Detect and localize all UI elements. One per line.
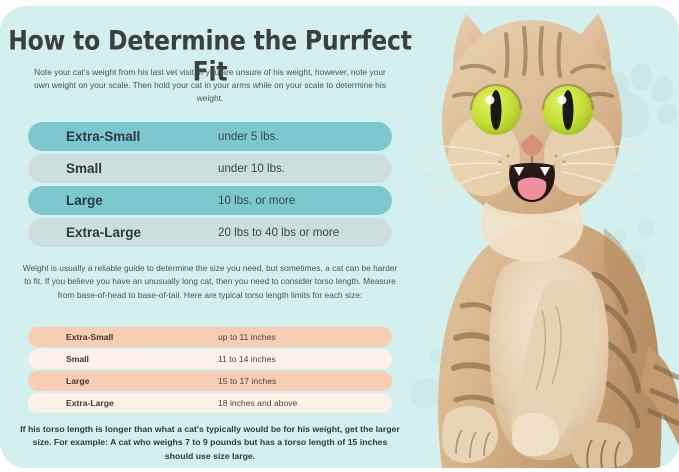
table-row: Large 15 to 17 inches <box>28 371 392 391</box>
weight-size-table: Extra-Small under 5 lbs. Small under 10 … <box>28 122 392 250</box>
mid-paragraph: Weight is usually a reliable guide to de… <box>22 263 398 300</box>
infographic-card: How to Determine the Purrfect Fit Note y… <box>0 6 679 468</box>
size-value: 15 to 17 inches <box>218 376 277 386</box>
table-row: Small under 10 lbs. <box>28 154 392 183</box>
size-value: 20 lbs to 40 lbs or more <box>218 226 340 239</box>
size-label: Extra-Large <box>66 398 114 408</box>
torso-length-table: Extra-Small up to 11 inches Small 11 to … <box>28 327 392 415</box>
table-row: Extra-Large 20 lbs to 40 lbs or more <box>28 218 392 247</box>
size-value: under 10 lbs. <box>218 162 286 175</box>
table-row: Small 11 to 14 inches <box>28 349 392 369</box>
table-row: Extra-Small up to 11 inches <box>28 327 392 347</box>
cat-photo <box>417 14 679 468</box>
size-label: Small <box>66 354 89 364</box>
size-value: 18 inches and above <box>218 398 298 408</box>
footer-paragraph: If his torso length is longer than what … <box>20 424 400 461</box>
size-label: Large <box>66 376 90 386</box>
intro-paragraph: Note your cat's weight from his last vet… <box>34 67 386 104</box>
table-row: Extra-Small under 5 lbs. <box>28 122 392 151</box>
size-value: up to 11 inches <box>218 332 276 342</box>
size-label: Small <box>66 161 103 176</box>
size-label: Extra-Small <box>66 129 141 144</box>
size-value: under 5 lbs. <box>218 130 279 143</box>
table-row: Extra-Large 18 inches and above <box>28 393 392 413</box>
size-label: Large <box>66 193 103 208</box>
size-value: 10 lbs. or more <box>218 194 296 207</box>
table-row: Large 10 lbs. or more <box>28 186 392 215</box>
size-label: Extra-Small <box>66 332 114 342</box>
size-value: 11 to 14 inches <box>218 354 276 364</box>
size-label: Extra-Large <box>66 225 142 240</box>
page-title: How to Determine the Purrfect Fit <box>8 24 412 88</box>
cat-photo-panel <box>398 6 679 468</box>
text-panel: How to Determine the Purrfect Fit Note y… <box>0 6 420 468</box>
